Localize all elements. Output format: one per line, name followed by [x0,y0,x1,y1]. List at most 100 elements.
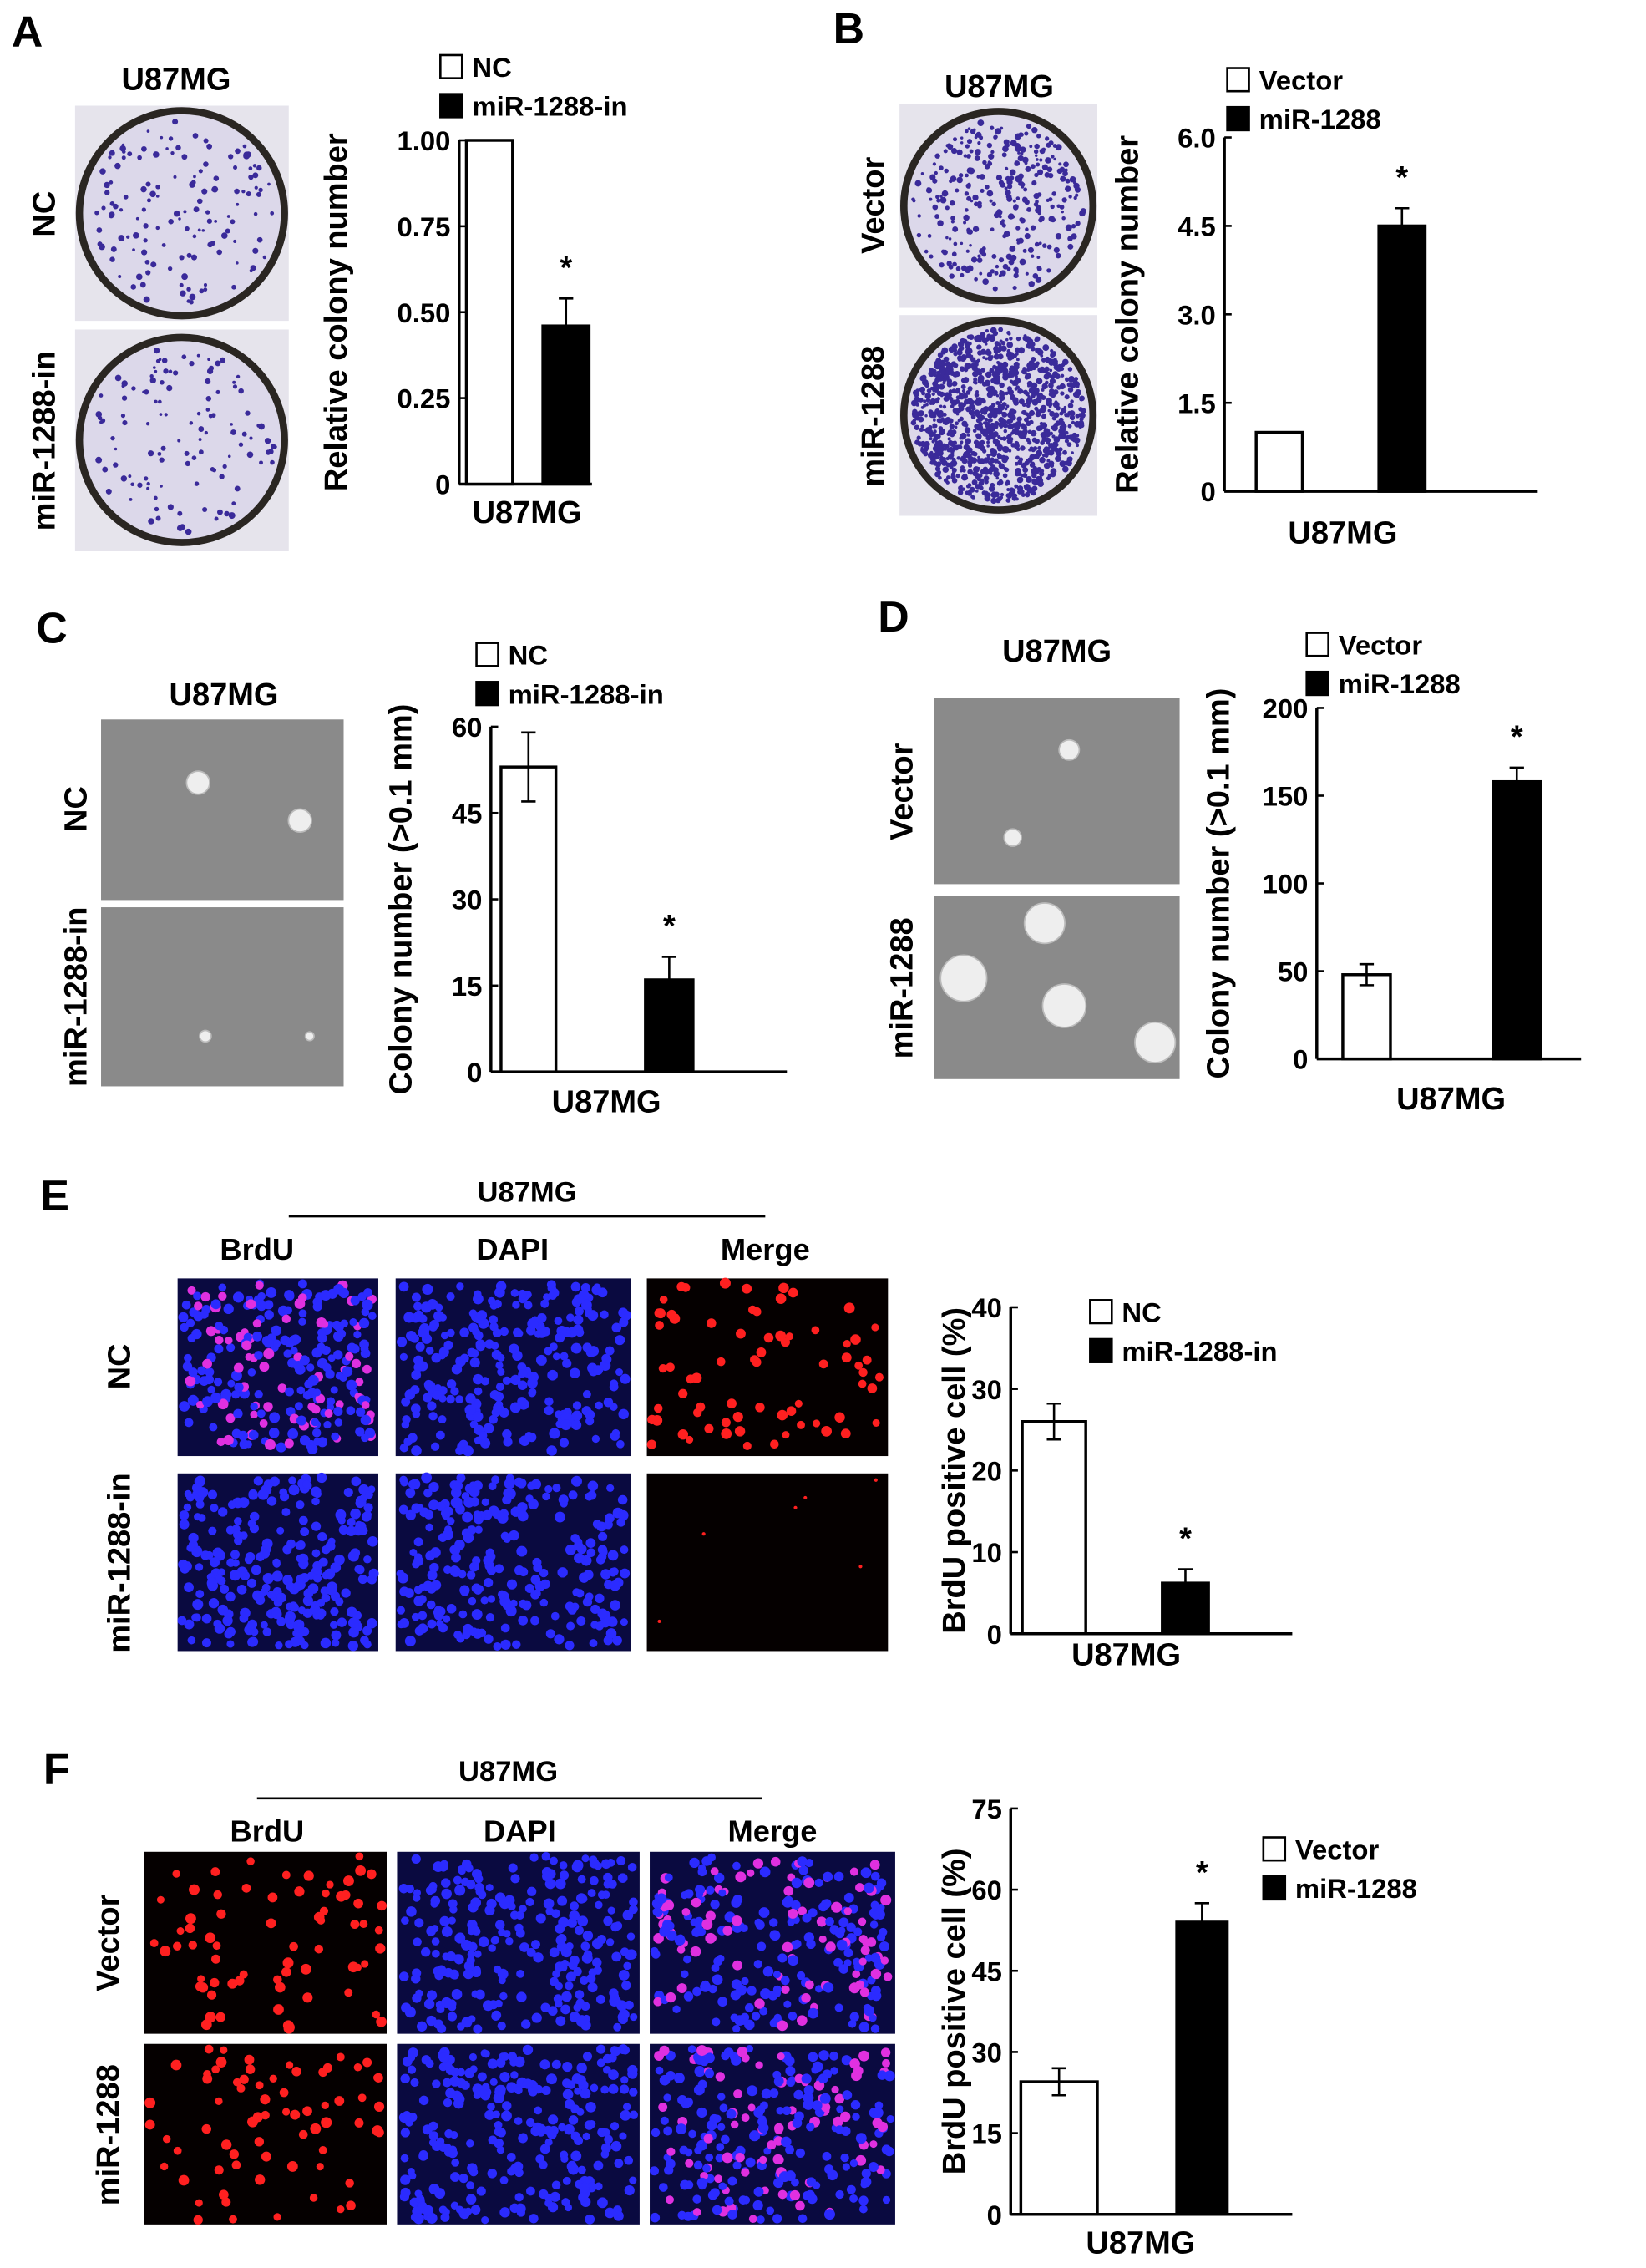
colony-dot [1064,185,1071,192]
cell-nucleus [551,2059,561,2069]
colony-dot [1049,442,1054,447]
y-tick-label: 4.5 [1178,211,1216,242]
cell-nucleus [373,2073,382,2082]
colony-dot [232,380,236,384]
colony-dot [1037,169,1044,175]
cell-nucleus [808,1908,818,1918]
colony-dot [140,185,147,193]
cell-nucleus [184,1418,194,1428]
colony-dot [1041,358,1046,363]
cell-nucleus [363,1503,373,1513]
cell-nucleus [576,1616,586,1626]
cell-nucleus [478,1936,489,1947]
cell-nucleus [493,1403,503,1413]
colony-dot [959,469,964,473]
colony-dot [932,204,939,211]
cell-nucleus [562,1358,572,1368]
cell-nucleus [558,1494,569,1505]
cell-nucleus [658,1363,668,1373]
cell-nucleus [506,2153,516,2162]
cell-nucleus [211,1954,220,1964]
colony-dot [1040,440,1045,445]
cell-nucleus [591,1434,600,1444]
colony-dot [935,408,939,413]
colony-dot [1063,405,1067,409]
cell-nucleus [197,1514,206,1522]
colony-dot [1021,429,1028,437]
colony-dot [168,136,174,141]
fluorescence-image [646,1277,889,1457]
row-label: Vector [885,743,920,840]
colony-dot [217,509,223,515]
cell-nucleus [467,1525,477,1535]
colony-dot [128,474,132,478]
colony-dot [1071,420,1076,425]
cell-nucleus [296,1580,306,1590]
colony-dot [974,201,979,207]
cell-nucleus [611,1951,622,1962]
cell-nucleus [577,1915,589,1927]
cell-nucleus [413,1894,421,1902]
cell-nucleus [608,2069,619,2080]
cell-nucleus [327,1537,336,1545]
colony-dot [1038,349,1043,353]
colony-dot [936,439,943,446]
cell-nucleus [422,1283,433,1296]
colony-dot [975,334,982,341]
cell-nucleus [398,1884,409,1894]
cell-nucleus [246,1857,255,1865]
cell-nucleus [215,1575,224,1583]
cell-nucleus [666,2195,674,2205]
cell-nucleus [473,1411,484,1422]
cell-nucleus [719,2103,728,2113]
colony-dot [1075,413,1081,419]
cell-nucleus [559,1861,568,1870]
cell-nucleus [499,2207,510,2218]
cell-nucleus [780,1976,790,1986]
cell-nucleus [585,1409,595,1420]
cell-nucleus [496,2128,506,2138]
colony-dot [986,333,992,339]
colony-dot [181,354,187,360]
cell-nucleus [803,2092,814,2103]
colony-dot [919,427,924,432]
image-background [101,907,344,1087]
colony-blob [199,1029,212,1043]
cell-nucleus [754,1918,762,1926]
cell-nucleus [208,1598,220,1609]
colony-dot [1039,471,1045,477]
cell-nucleus [658,2103,668,2112]
colony-dot [948,446,954,453]
cell-nucleus [585,1309,594,1318]
cell-nucleus [587,1490,597,1500]
colony-dot [197,228,201,232]
cell-nucleus [862,1355,872,1365]
cell-nucleus [263,1574,271,1582]
cell-nucleus [497,2021,506,2031]
colony-dot [143,223,149,229]
panel-d-title: U87MG [1002,634,1112,669]
colony-dot [189,421,194,425]
legend-label: Vector [1339,629,1423,660]
x-axis-label: U87MG [1086,2225,1195,2260]
cell-nucleus [514,2086,523,2095]
y-tick-label: 50 [1278,956,1309,987]
colony-dot [1010,373,1015,378]
cell-nucleus [438,1351,447,1360]
colony-dot [1035,411,1041,418]
colony-dot [1026,124,1032,129]
y-axis-label: Colony number (>0.1 mm) [1201,688,1236,1079]
cell-nucleus [610,1379,619,1388]
cell-nucleus [562,2078,571,2088]
cell-nucleus [418,2095,429,2106]
colony-dot [164,413,168,417]
colony-dot [1036,162,1041,167]
cell-nucleus [326,1584,337,1596]
colony-dot [958,393,965,400]
colony-dot [159,457,165,463]
colony-dot [181,273,189,281]
cell-nucleus [446,1951,456,1961]
colony-dot [234,485,241,492]
cell-nucleus [413,1537,423,1547]
cell-nucleus [325,1369,335,1379]
